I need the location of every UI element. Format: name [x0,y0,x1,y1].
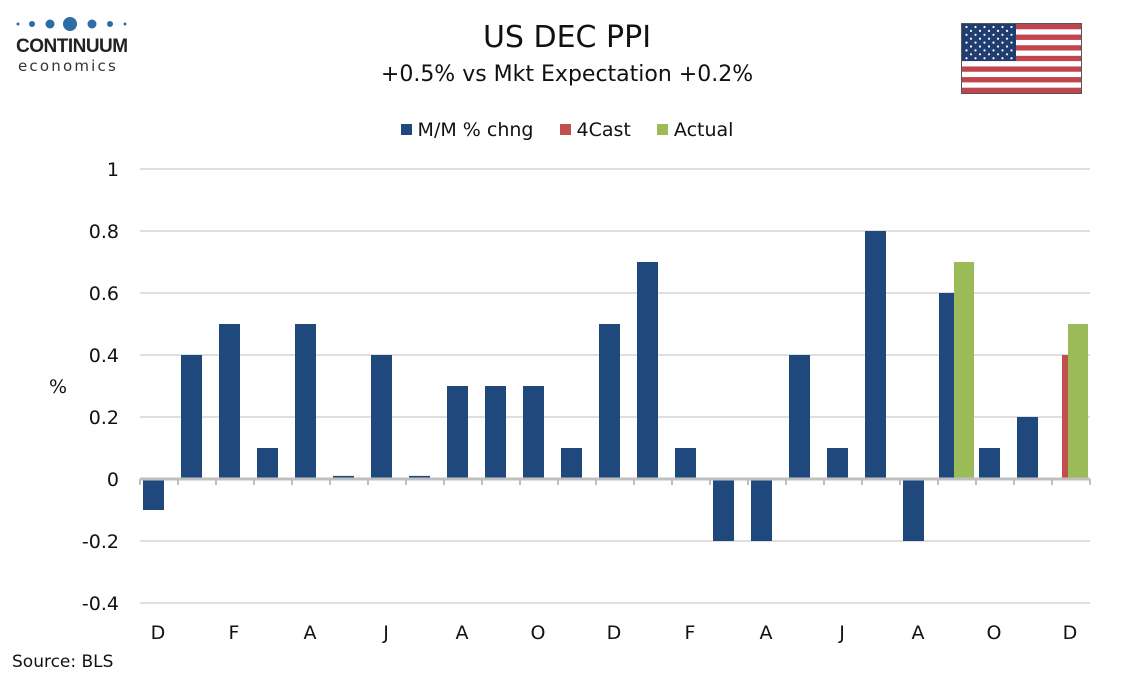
brand-name: CONTINUUM [16,36,128,57]
bar-m-m-chng-10 [523,386,544,479]
bar-m-m-chng-23 [1017,417,1038,479]
chart-title: US DEC PPI [482,20,652,55]
bar-m-m-chng-13 [637,262,658,479]
x-tick-label: F [229,622,240,644]
y-tick-label: 0.4 [89,345,119,367]
bar-actual-24 [1068,324,1088,479]
y-axis-label: % [49,376,67,398]
legend-item-4cast: 4Cast [559,118,631,141]
legend-swatch-actual [656,124,668,135]
chart-legend: M/M % chng 4Cast Actual [0,118,1134,141]
x-tick-label: J [838,622,845,644]
y-tick-label: 0.6 [89,283,119,305]
legend-label-4cast: 4Cast [576,118,631,141]
bar-m-m-chng-18 [827,448,848,479]
bar-m-m-chng-19 [865,231,886,479]
bar-m-m-chng-20 [903,479,924,541]
bar-m-m-chng-9 [485,386,506,479]
x-tick-label: F [685,622,696,644]
source-note: Source: BLS [12,652,114,672]
legend-label-mm: M/M % chng [417,118,534,141]
x-tick-label: J [382,622,389,644]
legend-item-mm: M/M % chng [400,118,534,141]
legend-item-actual: Actual [656,118,734,141]
legend-swatch-4cast [559,124,571,135]
bar-m-m-chng-3 [257,448,278,479]
bar-actual-21 [954,262,974,479]
x-tick-label: O [531,622,546,644]
y-tick-label: -0.2 [82,531,119,553]
y-tick-label: -0.4 [82,593,119,615]
y-tick-label: 0 [107,469,119,491]
x-tick-label: O [987,622,1002,644]
bar-m-m-chng-12 [599,324,620,479]
x-tick-label: D [607,622,622,644]
chart-subtitle: +0.5% vs Mkt Expectation +0.2% [380,62,754,87]
bar-4cast-24 [1062,355,1069,479]
x-tick-label: A [456,622,469,644]
x-tick-label: A [912,622,925,644]
us-flag-icon [961,23,1082,94]
brand-subtitle: economics [18,57,118,75]
bar-m-m-chng-4 [295,324,316,479]
bar-m-m-chng-8 [447,386,468,479]
y-tick-label: 0.8 [89,221,119,243]
x-tick-label: A [760,622,773,644]
bar-m-m-chng-17 [789,355,810,479]
bar-m-m-chng-14 [675,448,696,479]
bar-m-m-chng-5 [333,475,354,479]
bar-m-m-chng-15 [713,479,734,541]
legend-label-actual: Actual [673,118,734,141]
y-tick-label: 1 [107,159,119,181]
bar-m-m-chng-6 [371,355,392,479]
y-tick-label: 0.2 [89,407,119,429]
continuum-economics-logo: CONTINUUM economics [14,14,134,75]
bar-m-m-chng-2 [219,324,240,479]
bar-m-m-chng-22 [979,448,1000,479]
bar-m-m-chng-21 [939,293,954,479]
x-tick-label: D [151,622,166,644]
bar-m-m-chng-0 [143,479,164,510]
legend-swatch-mm [400,124,412,135]
bar-m-m-chng-11 [561,448,582,479]
bar-m-m-chng-7 [409,475,430,479]
bar-m-m-chng-1 [181,355,202,479]
logo-dots-icon [16,17,127,31]
x-tick-label: A [304,622,317,644]
x-tick-label: D [1063,622,1078,644]
bar-m-m-chng-16 [751,479,772,541]
